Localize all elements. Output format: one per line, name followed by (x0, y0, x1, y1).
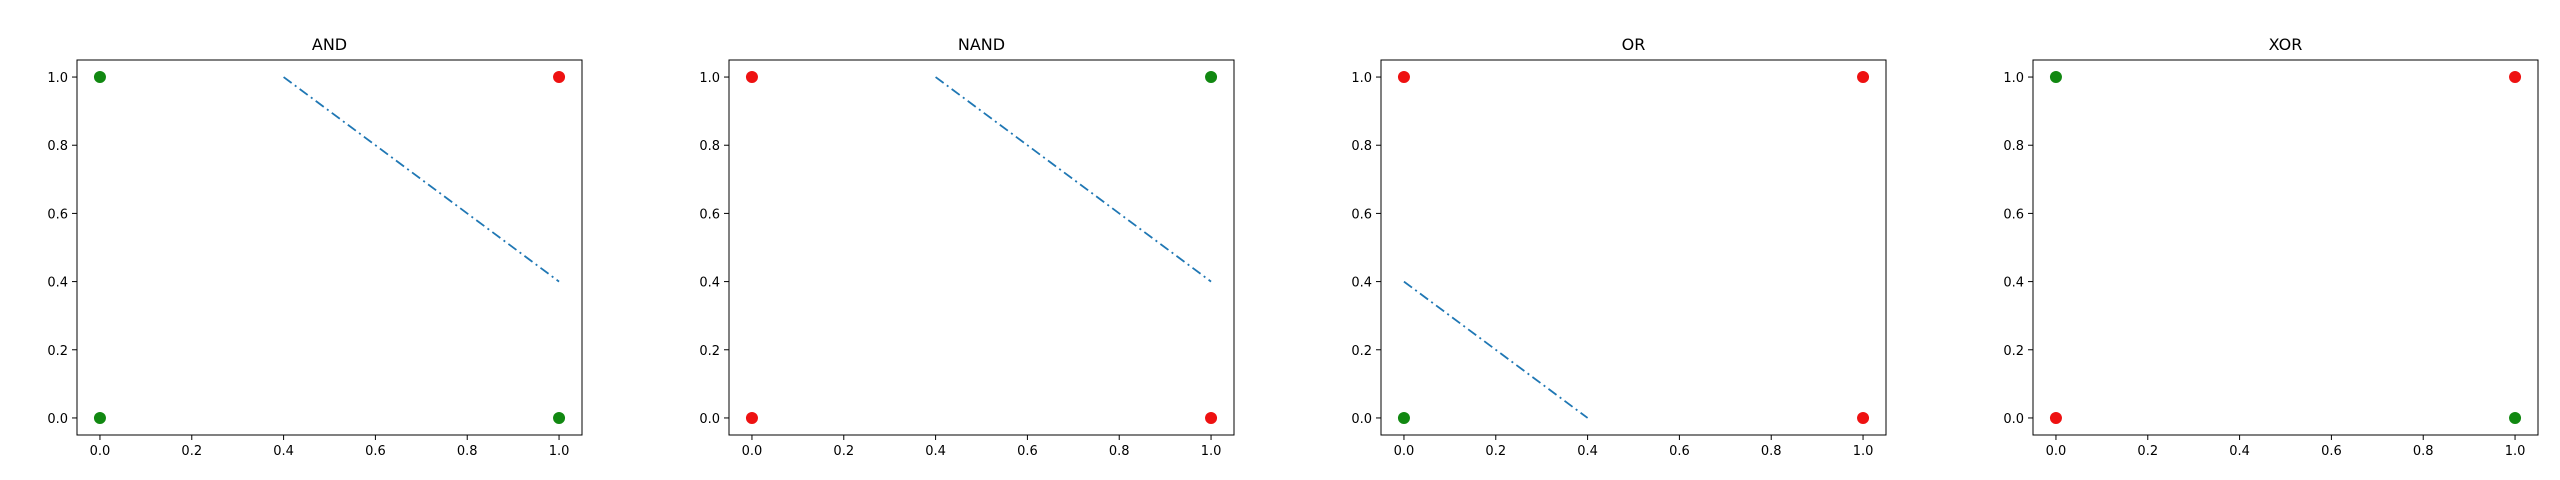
chart-3-xtick-label: 0.8 (2413, 444, 2434, 459)
chart-2-point-red (1857, 411, 1870, 424)
chart-2-ytick-label: 0.8 (1351, 139, 1372, 154)
chart-0-title: AND (312, 35, 347, 54)
chart-0-xtick-label: 0.6 (365, 444, 386, 459)
chart-1-ytick-label: 0.8 (699, 139, 720, 154)
chart-3-point-green (2509, 411, 2522, 424)
chart-1-point-red (745, 71, 758, 84)
chart-1-point-green (1205, 71, 1218, 84)
chart-3-xtick-label: 1.0 (2505, 444, 2526, 459)
chart-3-point-red (2049, 411, 2062, 424)
chart-2-ytick-label: 0.4 (1351, 276, 1372, 291)
chart-3-point-green (2049, 71, 2062, 84)
chart-0-xtick-label: 0.4 (273, 444, 294, 459)
chart-0-xtick-label: 1.0 (549, 444, 570, 459)
chart-3-xtick-label: 0.2 (2137, 444, 2158, 459)
chart-3-ytick-label: 0.4 (2003, 276, 2024, 291)
chart-0-ytick-label: 0.6 (47, 207, 68, 222)
chart-1-xtick-label: 1.0 (1201, 444, 1222, 459)
chart-0-decision-boundary (283, 76, 560, 283)
chart-0-ytick-label: 0.2 (47, 344, 68, 359)
chart-1-xtick-label: 0.2 (833, 444, 854, 459)
chart-1-ytick-label: 0.0 (699, 412, 720, 427)
chart-0-point-green (93, 71, 106, 84)
chart-1-ytick-label: 0.4 (699, 276, 720, 291)
chart-0-xtick-label: 0.8 (457, 444, 478, 459)
chart-0-point-green (553, 411, 566, 424)
chart-2-point-green (1397, 411, 1410, 424)
chart-2-ytick-label: 0.0 (1351, 412, 1372, 427)
chart-0-plot-frame (76, 59, 583, 436)
chart-1-xtick-label: 0.6 (1017, 444, 1038, 459)
chart-3-xtick-label: 0.0 (2046, 444, 2067, 459)
chart-0-xtick-label: 0.0 (90, 444, 111, 459)
chart-2-xtick-label: 0.2 (1485, 444, 1506, 459)
chart-1-xtick-label: 0.0 (742, 444, 763, 459)
chart-1-xtick-label: 0.4 (925, 444, 946, 459)
chart-0-point-green (93, 411, 106, 424)
chart-2-ytick-label: 0.6 (1351, 207, 1372, 222)
chart-1-decision-boundary (935, 76, 1212, 283)
chart-2-xtick-label: 0.6 (1669, 444, 1690, 459)
chart-2-title: OR (1622, 35, 1646, 54)
chart-1-plot-frame (728, 59, 1235, 436)
chart-1-point-red (1205, 411, 1218, 424)
chart-2-xtick-label: 0.0 (1394, 444, 1415, 459)
chart-3-ytick-label: 0.2 (2003, 344, 2024, 359)
chart-0-ytick-label: 0.0 (47, 412, 68, 427)
chart-1-ytick-label: 0.6 (699, 207, 720, 222)
chart-0-ytick-label: 0.8 (47, 139, 68, 154)
chart-1-point-red (745, 411, 758, 424)
chart-2-ytick-label: 1.0 (1351, 71, 1372, 86)
chart-1-ytick-label: 1.0 (699, 71, 720, 86)
chart-2-xtick-label: 0.8 (1761, 444, 1782, 459)
chart-3-xtick-label: 0.6 (2321, 444, 2342, 459)
chart-3-ytick-label: 0.6 (2003, 207, 2024, 222)
chart-1-title: NAND (958, 35, 1005, 54)
chart-0-xtick-label: 0.2 (181, 444, 202, 459)
chart-2-point-red (1857, 71, 1870, 84)
chart-1-ytick-label: 0.2 (699, 344, 720, 359)
chart-3-ytick-label: 1.0 (2003, 71, 2024, 86)
chart-0-point-red (553, 71, 566, 84)
chart-2-xtick-label: 0.4 (1577, 444, 1598, 459)
chart-3-title: XOR (2269, 35, 2303, 54)
chart-1-xtick-label: 0.8 (1109, 444, 1130, 459)
chart-2-decision-boundary (1403, 280, 1589, 419)
chart-2-ytick-label: 0.2 (1351, 344, 1372, 359)
chart-0-ytick-label: 1.0 (47, 71, 68, 86)
chart-3-ytick-label: 0.0 (2003, 412, 2024, 427)
chart-3-point-red (2509, 71, 2522, 84)
chart-3-ytick-label: 0.8 (2003, 139, 2024, 154)
chart-2-xtick-label: 1.0 (1853, 444, 1874, 459)
chart-0-ytick-label: 0.4 (47, 276, 68, 291)
chart-2-plot-frame (1380, 59, 1887, 436)
chart-3-plot-frame (2032, 59, 2539, 436)
chart-3-xtick-label: 0.4 (2229, 444, 2250, 459)
chart-2-point-red (1397, 71, 1410, 84)
